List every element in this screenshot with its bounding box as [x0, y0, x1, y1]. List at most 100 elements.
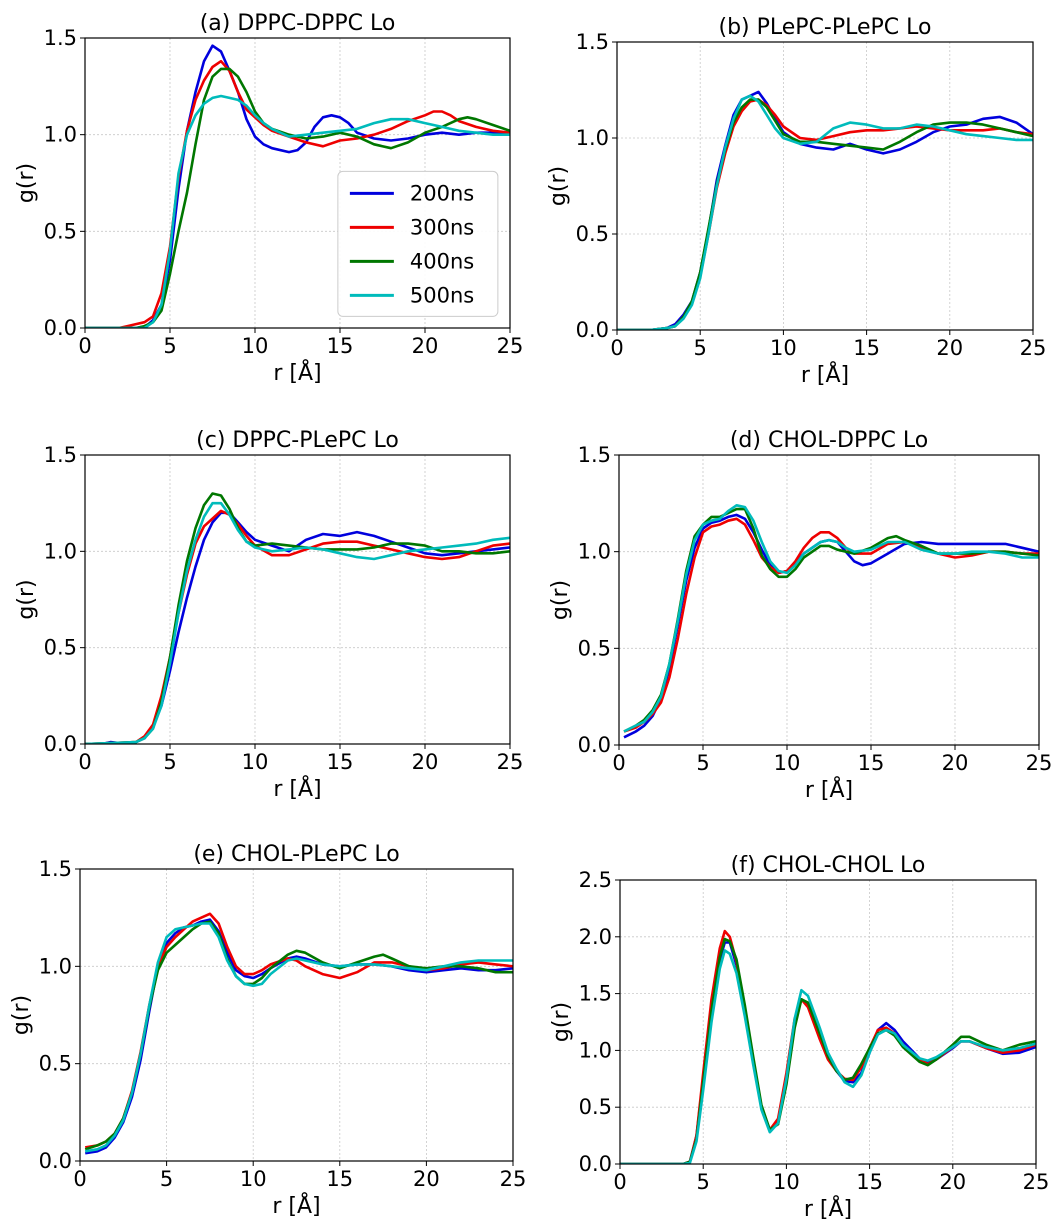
- x-axis-label: r [Å]: [801, 361, 849, 388]
- y-axis-label: g(r): [546, 166, 571, 206]
- y-tick-label: 0.0: [39, 1149, 72, 1173]
- x-tick-label: 10: [240, 1167, 267, 1191]
- panel-title: (d) CHOL-DPPC Lo: [730, 428, 928, 453]
- x-tick-label: 5: [696, 751, 709, 775]
- chart-panel-0: 0 5 10 15 20 25 0.0 0.5 1.0 1.5 (a) DPPC-DPPC Lo r …: [14, 11, 523, 386]
- plot-frame: [618, 454, 1040, 746]
- x-axis-label: r [Å]: [273, 359, 321, 386]
- series-line-400ns: [85, 492, 510, 744]
- chart-panel-5: 0 5 10 15 20 25 0.0 0.5 1.0 1.5 2.0 2.5 (f) CHOL-CHO…: [549, 853, 1049, 1222]
- legend-label-200ns: 200ns: [410, 181, 474, 205]
- series-line-300ns: [84, 912, 513, 1149]
- x-tick-label: 25: [1023, 1170, 1050, 1194]
- x-tick-label: 25: [1026, 751, 1053, 775]
- y-axis-label: g(r): [548, 580, 573, 620]
- x-tick-label: 0: [612, 751, 625, 775]
- series-group: [623, 504, 1039, 739]
- series-line-400ns: [84, 920, 513, 1151]
- legend-label-500ns: 500ns: [410, 283, 474, 307]
- chart-panel-4: 0 5 10 15 20 25 0.0 0.5 1.0 1.5 (e) CHOL-PLePC Lo r…: [9, 842, 526, 1219]
- panel-title: (e) CHOL-PLePC Lo: [193, 842, 399, 867]
- y-tick-label: 0.0: [44, 316, 77, 340]
- chart-panel-1: 0 5 10 15 20 25 0.0 0.5 1.0 1.5 (b) PLePC-PLePC Lo…: [546, 15, 1046, 388]
- y-tick-label: 0.5: [39, 1052, 72, 1076]
- series-line-200ns: [84, 918, 513, 1155]
- y-tick-label: 1.5: [576, 30, 609, 54]
- x-tick-label: 10: [242, 750, 269, 774]
- series-group: [84, 912, 513, 1155]
- y-tick-label: 1.0: [578, 540, 611, 564]
- y-axis-label: g(r): [9, 995, 34, 1035]
- y-tick-label: 0.5: [579, 1095, 612, 1119]
- legend-label-400ns: 400ns: [410, 249, 474, 273]
- plot-frame: [79, 868, 514, 1162]
- x-tick-label: 5: [163, 334, 176, 358]
- y-tick-label: 0.5: [578, 636, 611, 660]
- y-tick-label: 0.5: [44, 219, 77, 243]
- y-tick-label: 2.0: [579, 925, 612, 949]
- chart-panel-2: 0 5 10 15 20 25 0.0 0.5 1.0 1.5 (c) DPPC-PLePC Lo r…: [14, 428, 523, 802]
- x-tick-label: 5: [694, 336, 707, 360]
- series-line-500ns: [84, 922, 513, 1153]
- y-axis-label: g(r): [14, 579, 39, 619]
- series-line-500ns: [85, 501, 510, 744]
- x-tick-label: 5: [163, 750, 176, 774]
- series-line-500ns: [617, 94, 1033, 330]
- y-tick-label: 0.0: [44, 732, 77, 756]
- y-axis-label: g(r): [14, 163, 39, 203]
- x-tick-label: 0: [78, 334, 91, 358]
- x-tick-label: 15: [327, 750, 354, 774]
- y-tick-label: 1.0: [576, 126, 609, 150]
- y-tick-label: 1.5: [44, 443, 77, 467]
- x-tick-label: 10: [773, 1170, 800, 1194]
- panel-title: (c) DPPC-PLePC Lo: [196, 428, 399, 453]
- x-tick-label: 15: [853, 336, 880, 360]
- series-line-500ns: [85, 94, 510, 328]
- y-tick-label: 0.5: [44, 636, 77, 660]
- x-tick-label: 0: [78, 750, 91, 774]
- x-axis-label: r [Å]: [804, 1195, 852, 1222]
- series-line-400ns: [623, 507, 1039, 733]
- x-tick-label: 25: [497, 750, 524, 774]
- x-tick-label: 20: [942, 751, 969, 775]
- series-group: [620, 929, 1036, 1164]
- series-group: [85, 492, 510, 744]
- y-tick-label: 0.0: [579, 1152, 612, 1176]
- series-line-300ns: [85, 59, 510, 328]
- y-tick-label: 2.5: [579, 868, 612, 892]
- x-tick-label: 20: [413, 1167, 440, 1191]
- x-tick-label: 20: [412, 334, 439, 358]
- y-tick-label: 0.0: [576, 318, 609, 342]
- series-group: [85, 44, 510, 328]
- legend-label-300ns: 300ns: [410, 215, 474, 239]
- x-tick-label: 20: [412, 750, 439, 774]
- x-axis-label: r [Å]: [273, 775, 321, 802]
- series-group: [617, 90, 1033, 330]
- y-tick-label: 0.0: [578, 733, 611, 757]
- panel-title: (b) PLePC-PLePC Lo: [719, 15, 932, 40]
- panel-title: (a) DPPC-DPPC Lo: [200, 11, 396, 36]
- series-line-300ns: [620, 929, 1036, 1164]
- x-axis-label: r [Å]: [805, 776, 853, 803]
- series-line-200ns: [617, 90, 1033, 330]
- legend-box: [337, 170, 499, 317]
- y-tick-label: 1.5: [578, 443, 611, 467]
- plot-frame: [84, 37, 511, 329]
- panel-title: (f) CHOL-CHOL Lo: [731, 853, 926, 878]
- x-tick-label: 15: [858, 751, 885, 775]
- plot-frame: [84, 454, 511, 745]
- x-tick-label: 20: [936, 336, 963, 360]
- x-tick-label: 0: [610, 336, 623, 360]
- series-line-200ns: [85, 44, 510, 328]
- x-tick-label: 5: [160, 1167, 173, 1191]
- y-axis-label: g(r): [549, 1002, 574, 1042]
- x-tick-label: 0: [73, 1167, 86, 1191]
- x-tick-label: 0: [613, 1170, 626, 1194]
- series-line-500ns: [620, 949, 1036, 1164]
- y-tick-label: 1.5: [579, 982, 612, 1006]
- x-tick-label: 15: [856, 1170, 883, 1194]
- x-tick-label: 25: [500, 1167, 527, 1191]
- chart-panel-3: 0 5 10 15 20 25 0.0 0.5 1.0 1.5 (d) CHOL-DPPC Lo r …: [548, 428, 1052, 803]
- y-tick-label: 1.5: [44, 26, 77, 50]
